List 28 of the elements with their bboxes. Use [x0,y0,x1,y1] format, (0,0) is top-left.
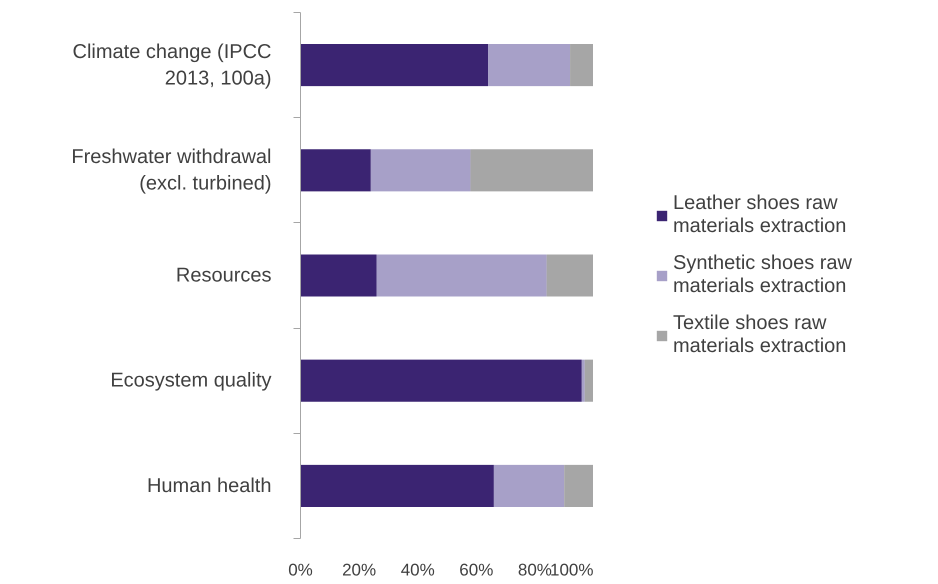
y-tick-label: Ecosystem quality [110,370,272,392]
y-tick-label: Resources [176,264,272,286]
x-tick-label: 100% [550,560,594,580]
legend-label: Synthetic shoes raw materials extraction [673,252,852,298]
bar [376,254,547,297]
bar [570,44,593,86]
legend-label: Textile shoes raw materials extraction [673,312,846,358]
bar [300,360,582,402]
bar [300,254,377,297]
y-tick-label: Climate change (IPCC 2013, 100a) [72,40,272,90]
y-tick-label: Human health [146,474,272,497]
bar [370,149,470,192]
x-tick-label: 60% [459,560,494,580]
y-tick-label: Freshwater withdrawal (excl. turbined) [71,146,272,194]
bar [470,149,593,192]
bar [494,464,564,507]
x-tick-label: 0% [288,560,313,580]
bar [584,360,593,402]
bar [564,464,593,507]
bar [300,44,488,86]
bar [300,464,494,507]
x-tick-label: 80% [518,560,552,580]
x-tick-label: 40% [400,560,435,580]
bar [300,149,371,192]
bar [488,44,570,86]
bar [546,254,593,297]
x-tick-label: 20% [342,560,376,580]
legend-label: Leather shoes raw materials extraction [673,192,846,238]
